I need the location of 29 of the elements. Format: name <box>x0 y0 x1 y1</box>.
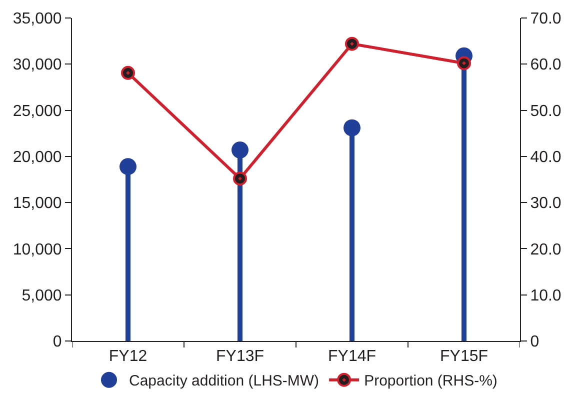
y2-tick-label: 40.0 <box>530 149 562 166</box>
x-tick-label: FY14F <box>328 348 376 366</box>
y-tick-label: 5,000 <box>22 287 62 304</box>
y-tick-label: 10,000 <box>12 241 62 258</box>
y2-tick-label: 30.0 <box>530 195 562 212</box>
x-tick-label: FY13F <box>216 348 264 366</box>
point <box>233 172 247 186</box>
y-tick-label: 30,000 <box>12 56 62 74</box>
legend-label: Proportion (RHS-%) <box>364 372 498 390</box>
point <box>120 158 136 176</box>
x-tick-label: FY15F <box>440 348 488 366</box>
y-tick-label: 20,000 <box>12 149 62 166</box>
point <box>345 36 359 51</box>
point <box>232 141 248 158</box>
y2-tick-label: 10.0 <box>530 287 562 304</box>
point <box>121 66 135 80</box>
legend-label: Capacity addition (LHS-MW) <box>129 372 320 390</box>
y2-tick-label: 60.0 <box>530 56 562 74</box>
y2-tick-label: 0 <box>530 334 540 351</box>
y-tick-label: 0 <box>52 334 62 351</box>
y2-tick-label: 50.0 <box>530 102 562 120</box>
y2-tick-label: 70.0 <box>530 10 562 28</box>
y2-tick-label: 20.0 <box>530 241 562 258</box>
point <box>457 56 471 70</box>
y-tick-label: 25,000 <box>12 102 62 120</box>
point <box>344 119 360 136</box>
x-tick-label: FY12 <box>108 348 148 366</box>
y-tick-label: 15,000 <box>12 195 62 212</box>
y-tick-label: 35,000 <box>12 10 62 28</box>
